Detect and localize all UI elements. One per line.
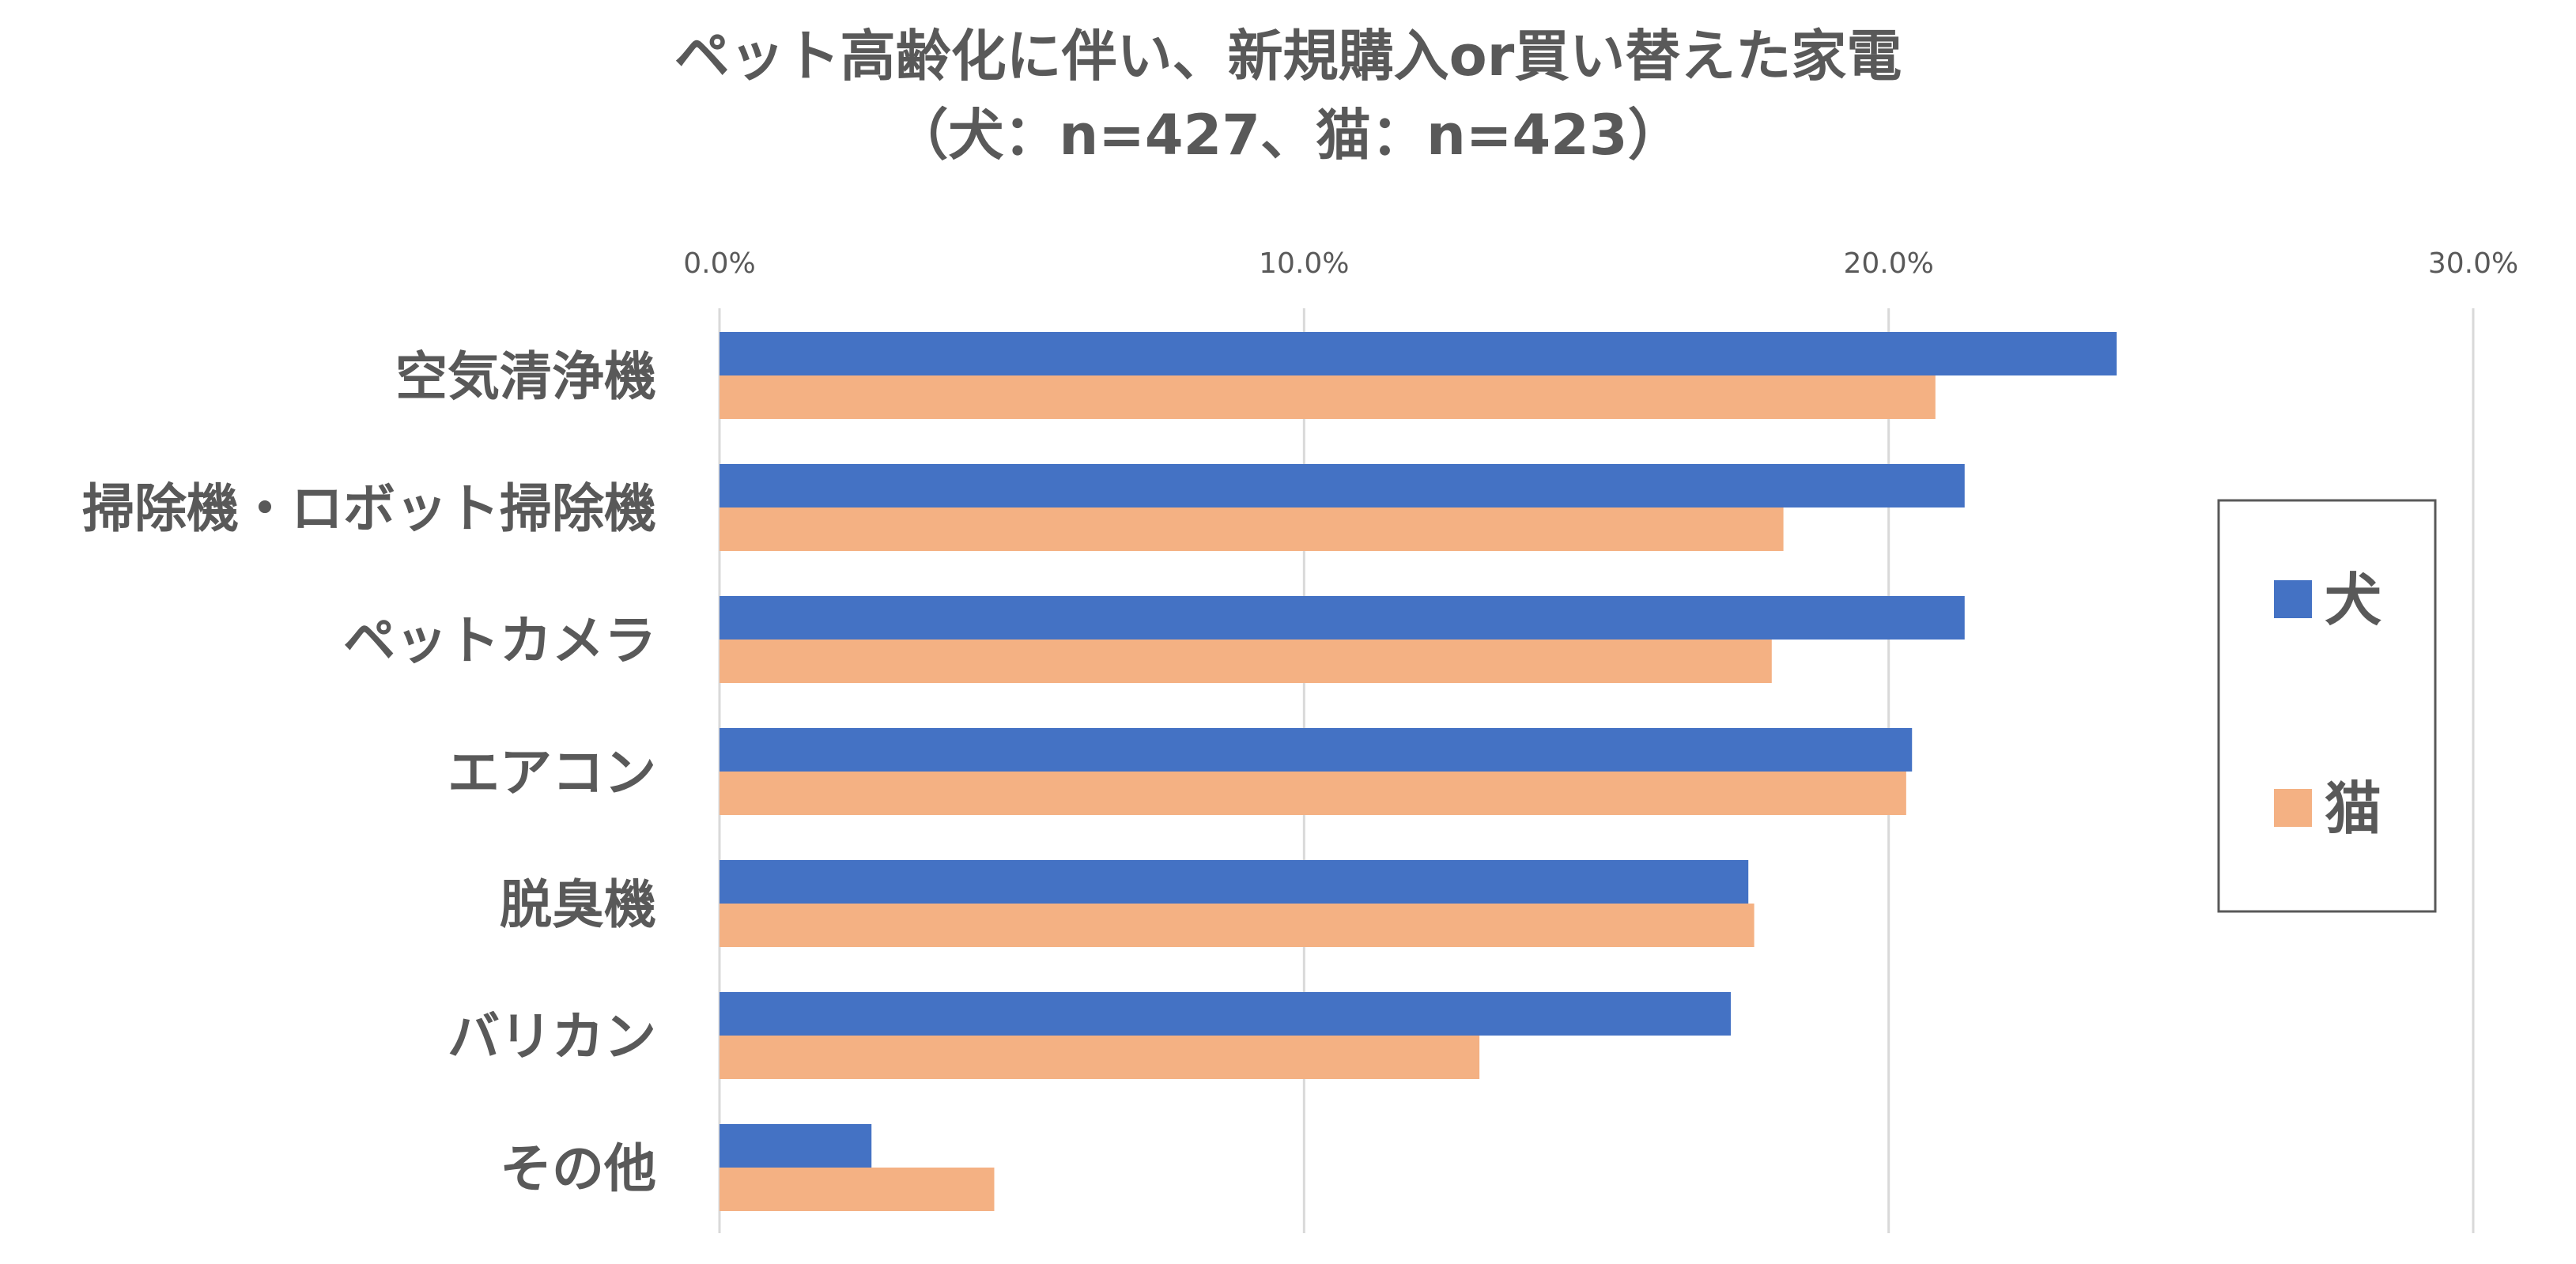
bar-cat (720, 904, 1754, 947)
category-label: エアコン (448, 742, 656, 803)
legend-label: 猫 (2325, 775, 2381, 842)
category-label: 脱臭機 (500, 874, 656, 935)
category-label: その他 (500, 1138, 656, 1199)
chart-title-line-2: （犬：n=427、猫：n=423） (893, 103, 1683, 168)
bar-dog (720, 1124, 872, 1168)
category-label: 空気清浄機 (395, 346, 656, 407)
legend-border (2217, 499, 2437, 913)
category-label: 掃除機・ロボット掃除機 (82, 478, 656, 539)
legend-swatch (2274, 580, 2312, 618)
category-label: バリカン (448, 1006, 656, 1067)
bar-cat (720, 375, 1936, 419)
legend: 犬猫 (2217, 499, 2437, 913)
x-tick-label: 30.0% (2428, 247, 2518, 280)
bar-dog (720, 464, 1965, 507)
x-axis-tick-labels: 0.0% 10.0% 20.0% 30.0% (683, 247, 2518, 280)
bar-cat (720, 772, 1906, 815)
x-tick-label: 0.0% (683, 247, 755, 280)
chart-title-line-1: ペット高齢化に伴い、新規購入or買い替えた家電 (674, 24, 1902, 89)
x-tick-label: 10.0% (1259, 247, 1349, 280)
legend-swatch (2274, 789, 2312, 827)
bars (720, 332, 2117, 1211)
x-tick-label: 20.0% (1843, 247, 1933, 280)
bar-dog (720, 332, 2117, 375)
category-label: ペットカメラ (343, 610, 656, 671)
bar-dog (720, 728, 1913, 772)
bar-cat (720, 1036, 1480, 1079)
bar-dog (720, 992, 1732, 1036)
bar-cat (720, 1168, 995, 1211)
bar-cat (720, 640, 1772, 683)
bar-cat (720, 507, 1784, 551)
chart-title: ペット高齢化に伴い、新規購入or買い替えた家電 （犬：n=427、猫：n=423… (674, 24, 1902, 168)
bar-dog (720, 596, 1965, 640)
legend-label: 犬 (2325, 567, 2381, 633)
bar-dog (720, 860, 1749, 904)
